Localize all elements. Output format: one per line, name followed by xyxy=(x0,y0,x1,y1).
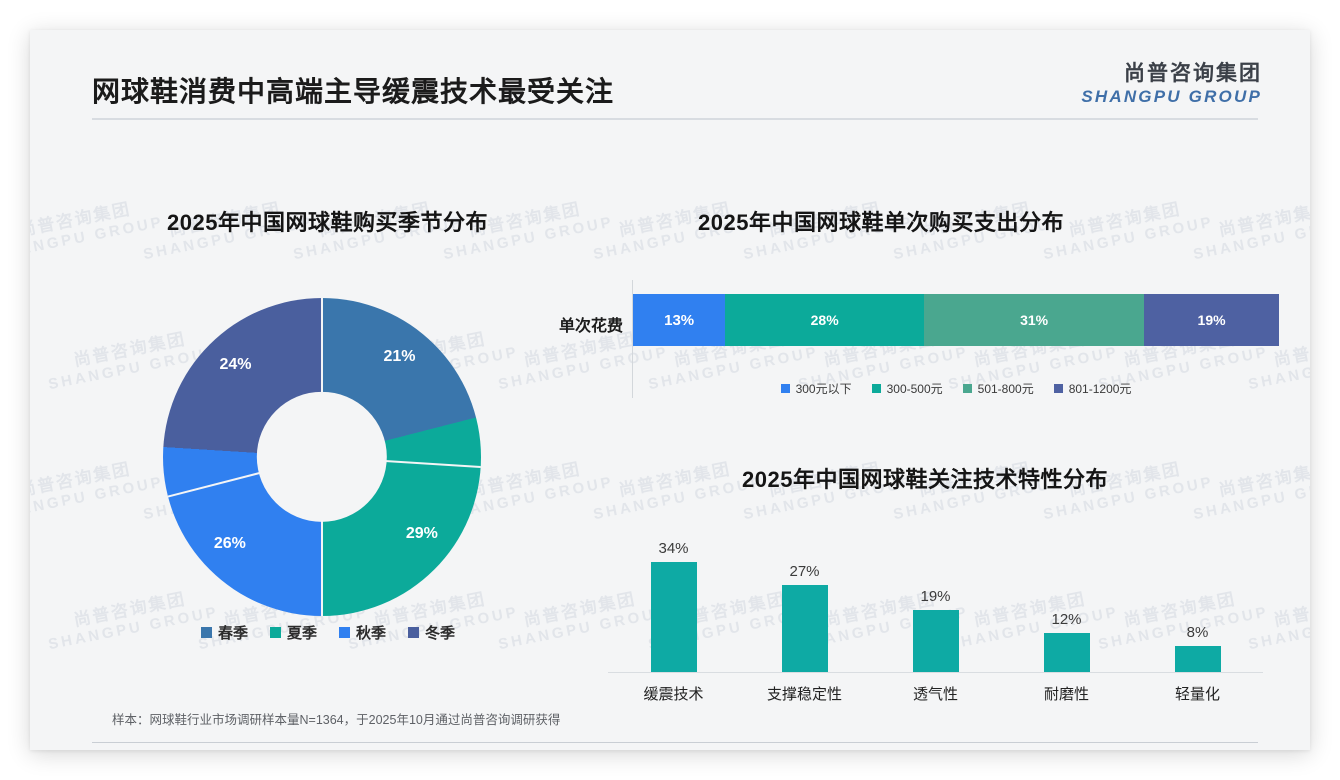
column-bar[interactable] xyxy=(781,585,828,672)
legend-label: 300-500元 xyxy=(886,382,943,396)
donut-legend: 春季 夏季 秋季 冬季 xyxy=(163,622,493,643)
column-category-label: 缓震技术 xyxy=(643,686,704,703)
legend-swatch xyxy=(200,627,212,638)
column-plot-area: 34% 27% 19% 12% 8% xyxy=(608,527,1263,672)
column-baseline xyxy=(608,672,1263,673)
column-bar[interactable] xyxy=(1174,646,1221,672)
donut-legend-item[interactable]: 夏季 xyxy=(269,622,317,643)
column-item[interactable]: 27% xyxy=(739,527,870,672)
stacked-bar-axis-line xyxy=(632,280,633,398)
donut-legend-item[interactable]: 秋季 xyxy=(339,622,386,643)
slide-header: 网球鞋消费中高端主导缓震技术最受关注 尚普咨询集团 SHANGPU GROUP xyxy=(30,30,1310,122)
stacked-bar-legend-item[interactable]: 801-1200元 xyxy=(1053,380,1132,397)
column-item[interactable]: 34% xyxy=(608,527,739,672)
stacked-bar-track: 13% 28% 31% 19% xyxy=(633,294,1279,346)
stacked-bar-title: 2025年中国网球鞋单次购买支出分布 xyxy=(698,210,1064,235)
column-value-label: 34% xyxy=(658,540,689,557)
donut-slice-label: 21% xyxy=(383,348,416,366)
stacked-bar-legend-item[interactable]: 300元以下 xyxy=(780,380,852,397)
column-item[interactable]: 8% xyxy=(1132,527,1263,672)
legend-label: 300元以下 xyxy=(795,382,852,396)
legend-swatch xyxy=(269,627,281,638)
column-item[interactable]: 12% xyxy=(1001,527,1132,672)
season-donut-chart: 21% 29% 26% 24% xyxy=(163,298,481,616)
slide-card: 尚普咨询集团 SHANGPU GROUP 尚普咨询集团 SHANGPU GROUP 尚普… xyxy=(30,30,1310,750)
column-value-label: 19% xyxy=(920,588,951,605)
column-bar[interactable] xyxy=(650,562,697,672)
column-value-label: 8% xyxy=(1186,624,1209,641)
column-category-label: 透气性 xyxy=(912,686,958,703)
legend-label: 秋季 xyxy=(356,625,387,642)
legend-swatch xyxy=(1053,384,1063,393)
legend-swatch xyxy=(962,384,972,393)
donut-separator xyxy=(321,298,323,457)
donut-slice-label: 29% xyxy=(405,525,438,543)
stacked-bar-row-label: 单次花费 xyxy=(558,318,623,335)
stacked-bar-segment[interactable]: 19% xyxy=(1144,294,1279,346)
page-title: 网球鞋消费中高端主导缓震技术最受关注 xyxy=(92,76,615,107)
column-category-label: 耐磨性 xyxy=(1043,686,1089,703)
legend-swatch xyxy=(408,627,420,638)
column-category-labels: 缓震技术 支撑稳定性 透气性 耐磨性 轻量化 xyxy=(608,683,1263,704)
legend-swatch xyxy=(339,627,350,638)
header-divider xyxy=(92,118,1258,120)
column-value-label: 27% xyxy=(789,563,820,580)
legend-label: 501-800元 xyxy=(977,382,1034,396)
legend-label: 801-1200元 xyxy=(1068,382,1132,396)
legend-label: 冬季 xyxy=(425,625,456,642)
donut-chart-title: 2025年中国网球鞋购买季节分布 xyxy=(167,210,488,235)
stacked-bar-legend: 300元以下 300-500元 501-800元 801-1200元 xyxy=(633,380,1279,397)
stacked-bar-legend-item[interactable]: 300-500元 xyxy=(871,380,943,397)
spend-stacked-bar-chart: 单次花费 13% 28% 31% 19% 300元以下 300-500元 501-800元… xyxy=(535,280,1295,420)
stacked-bar-legend-item[interactable]: 501-800元 xyxy=(962,380,1034,397)
column-bar[interactable] xyxy=(912,610,959,672)
legend-label: 春季 xyxy=(217,625,248,642)
legend-swatch xyxy=(871,384,881,393)
column-chart-title: 2025年中国网球鞋关注技术特性分布 xyxy=(742,467,1108,492)
donut-slice-label: 26% xyxy=(213,534,246,552)
brand-logo-cn: 尚普咨询集团 xyxy=(1124,62,1262,85)
column-bar[interactable] xyxy=(1043,633,1090,672)
brand-logo: 尚普咨询集团 SHANGPU GROUP xyxy=(1081,62,1262,107)
stacked-bar-segment[interactable]: 31% xyxy=(924,294,1145,346)
stacked-bar-segment[interactable]: 28% xyxy=(725,294,925,346)
donut-slice-label: 24% xyxy=(219,355,252,373)
footer-divider xyxy=(92,742,1258,743)
stacked-bar-segment[interactable]: 13% xyxy=(633,294,726,346)
donut-legend-item[interactable]: 冬季 xyxy=(408,622,455,643)
legend-label: 夏季 xyxy=(286,625,317,642)
brand-logo-en: SHANGPU GROUP xyxy=(1081,87,1262,107)
legend-swatch xyxy=(780,384,790,393)
column-category-label: 轻量化 xyxy=(1174,686,1220,703)
donut-separator xyxy=(321,457,323,616)
column-item[interactable]: 19% xyxy=(870,527,1001,672)
sample-footnote: 样本：网球鞋行业市场调研样本量N=1364，于2025年10月通过尚普咨询调研获… xyxy=(112,713,561,727)
donut-legend-item[interactable]: 春季 xyxy=(200,622,248,643)
tech-feature-bar-chart: 34% 27% 19% 12% 8% 缓震技术 支撑稳定性 透气性 耐磨性 轻量化 xyxy=(590,510,1290,710)
column-value-label: 12% xyxy=(1051,611,1082,628)
column-category-label: 支撑稳定性 xyxy=(766,686,842,703)
